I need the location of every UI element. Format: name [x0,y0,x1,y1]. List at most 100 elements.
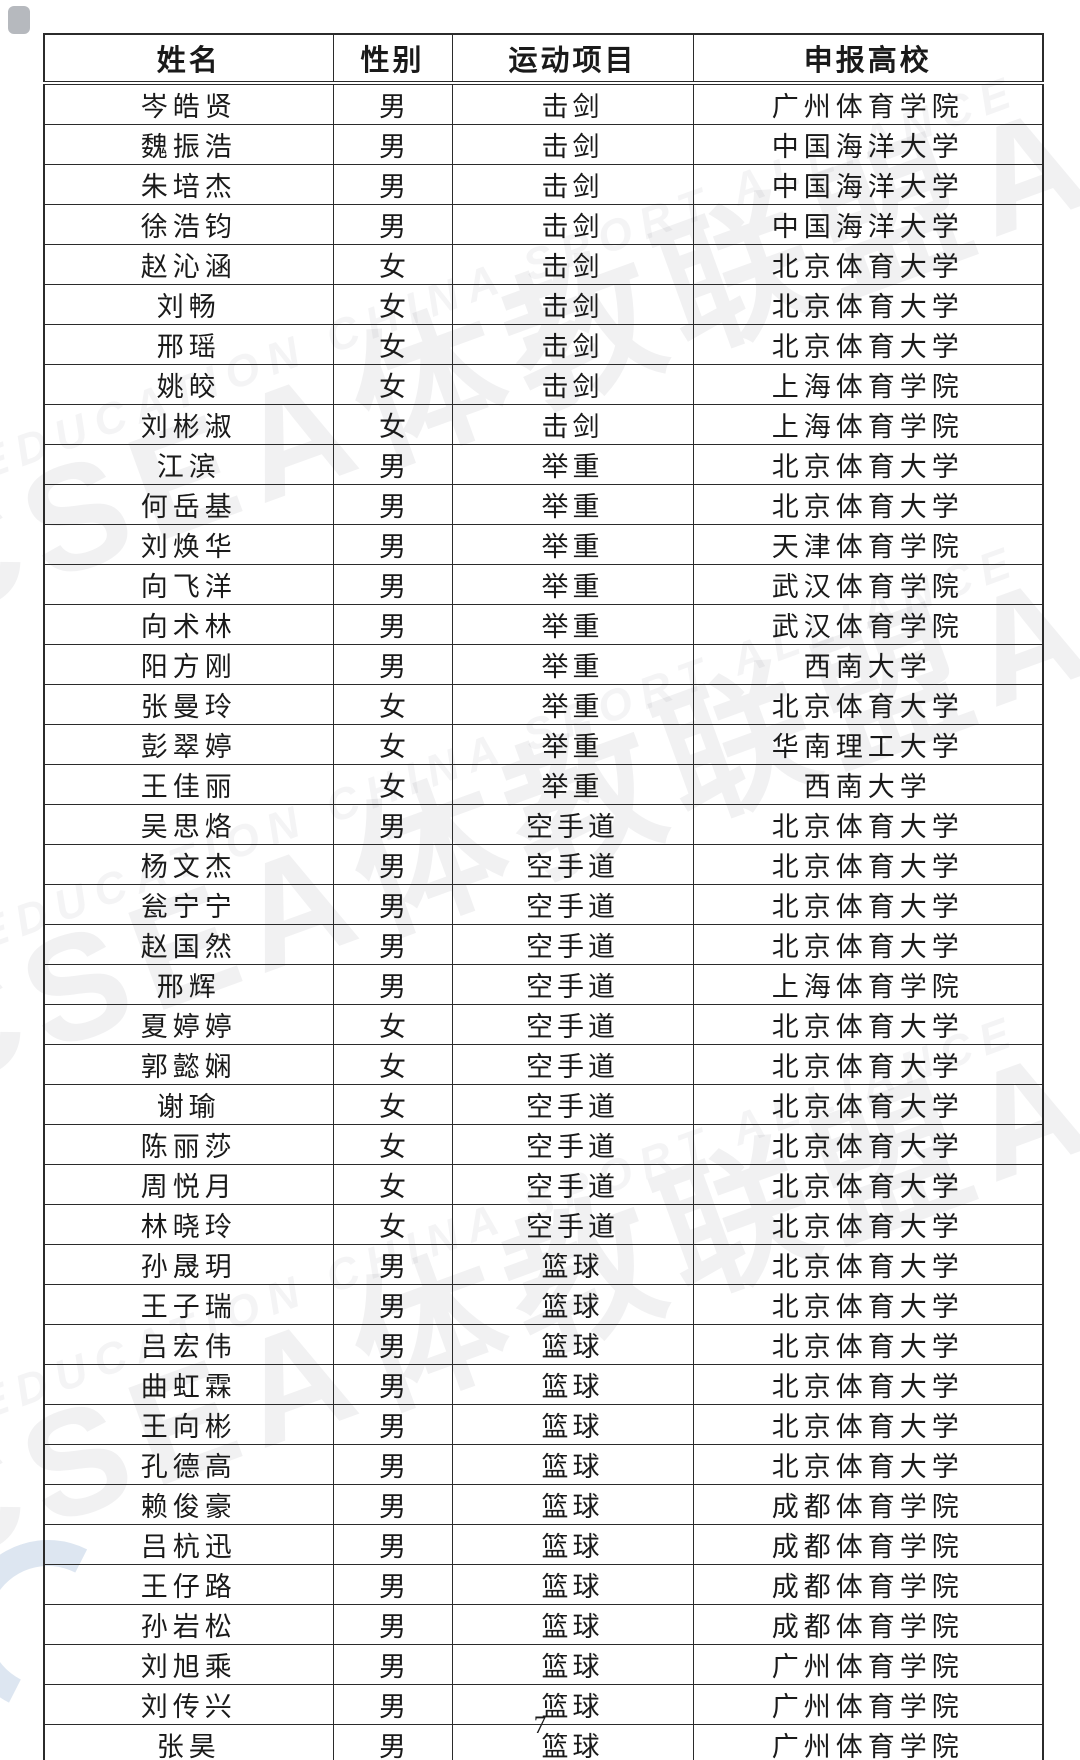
table-row: 阳方刚 男 举重 西南大学 [43,644,1044,685]
cell-sport: 举重 [451,524,694,565]
cell-sport: 篮球 [451,1284,694,1325]
table-row: 张昊 男 篮球 广州体育学院 [43,1724,1044,1760]
cell-name: 刘传兴 [43,1684,334,1725]
cell-school: 北京体育大学 [692,484,1044,525]
cell-sport: 空手道 [451,1004,694,1045]
cell-school: 北京体育大学 [692,1284,1044,1325]
cell-name: 邢辉 [43,964,334,1005]
table-row: 向飞洋 男 举重 武汉体育学院 [43,564,1044,605]
cell-name: 孔德高 [43,1444,334,1485]
cell-school: 北京体育大学 [692,1324,1044,1365]
cell-sport: 击剑 [451,284,694,325]
cell-gender: 男 [332,1524,453,1565]
cell-gender: 男 [332,564,453,605]
cell-school: 武汉体育学院 [692,564,1044,605]
cell-sport: 击剑 [451,204,694,245]
cell-sport: 击剑 [451,82,694,125]
cell-gender: 男 [332,644,453,685]
cell-sport: 举重 [451,444,694,485]
cell-sport: 空手道 [451,1084,694,1125]
cell-name: 向术林 [43,604,334,645]
cell-sport: 篮球 [451,1604,694,1645]
cell-gender: 女 [332,724,453,765]
cell-name: 孙岩松 [43,1604,334,1645]
cell-sport: 篮球 [451,1564,694,1605]
column-header-sport: 运动项目 [451,33,694,85]
cell-sport: 击剑 [451,244,694,285]
table-row: 王仔路 男 篮球 成都体育学院 [43,1564,1044,1605]
table-row: 王子瑞 男 篮球 北京体育大学 [43,1284,1044,1325]
table-row: 孔德高 男 篮球 北京体育大学 [43,1444,1044,1485]
cell-sport: 举重 [451,724,694,765]
cell-school: 广州体育学院 [692,1724,1044,1760]
cell-sport: 空手道 [451,844,694,885]
cell-school: 天津体育学院 [692,524,1044,565]
table-row: 赖俊豪 男 篮球 成都体育学院 [43,1484,1044,1525]
cell-gender: 女 [332,1164,453,1205]
cell-gender: 女 [332,1004,453,1045]
cell-name: 王子瑞 [43,1284,334,1325]
cell-school: 北京体育大学 [692,1204,1044,1245]
cell-school: 北京体育大学 [692,324,1044,365]
cell-school: 北京体育大学 [692,244,1044,285]
cell-gender: 男 [332,204,453,245]
table-row: 何岳基 男 举重 北京体育大学 [43,484,1044,525]
cell-gender: 女 [332,1084,453,1125]
cell-gender: 男 [332,924,453,965]
table-row: 谢瑜 女 空手道 北京体育大学 [43,1084,1044,1125]
cell-sport: 举重 [451,644,694,685]
cell-name: 朱培杰 [43,164,334,205]
cell-name: 赖俊豪 [43,1484,334,1525]
cell-name: 王仔路 [43,1564,334,1605]
cell-sport: 击剑 [451,364,694,405]
cell-name: 魏振浩 [43,124,334,165]
cell-gender: 男 [332,124,453,165]
cell-gender: 女 [332,1124,453,1165]
cell-sport: 篮球 [451,1244,694,1285]
cell-gender: 男 [332,524,453,565]
cell-school: 上海体育学院 [692,364,1044,405]
cell-gender: 男 [332,1724,453,1760]
table-body: 岑皓贤 男 击剑 广州体育学院 魏振浩 男 击剑 中国海洋大学 朱培杰 男 击剑… [43,82,1044,1760]
cell-school: 北京体育大学 [692,1444,1044,1485]
cell-school: 成都体育学院 [692,1564,1044,1605]
cell-school: 北京体育大学 [692,1404,1044,1445]
cell-name: 杨文杰 [43,844,334,885]
table-row: 刘焕华 男 举重 天津体育学院 [43,524,1044,565]
cell-name: 吕宏伟 [43,1324,334,1365]
cell-name: 徐浩钧 [43,204,334,245]
cell-school: 北京体育大学 [692,844,1044,885]
table-row: 刘传兴 男 篮球 广州体育学院 [43,1684,1044,1725]
cell-name: 张曼玲 [43,684,334,725]
table-row: 刘旭乘 男 篮球 广州体育学院 [43,1644,1044,1685]
cell-school: 北京体育大学 [692,1004,1044,1045]
table-row: 邢辉 男 空手道 上海体育学院 [43,964,1044,1005]
cell-sport: 举重 [451,684,694,725]
table-row: 吕杭迅 男 篮球 成都体育学院 [43,1524,1044,1565]
table-row: 杨文杰 男 空手道 北京体育大学 [43,844,1044,885]
cell-school: 成都体育学院 [692,1484,1044,1525]
cell-gender: 男 [332,444,453,485]
cell-sport: 举重 [451,604,694,645]
cell-name: 刘彬淑 [43,404,334,445]
cell-school: 北京体育大学 [692,1084,1044,1125]
cell-school: 中国海洋大学 [692,204,1044,245]
cell-name: 岑皓贤 [43,82,334,125]
cell-sport: 举重 [451,564,694,605]
cell-sport: 篮球 [451,1324,694,1365]
cell-gender: 女 [332,324,453,365]
cell-sport: 篮球 [451,1524,694,1565]
cell-school: 北京体育大学 [692,444,1044,485]
cell-gender: 男 [332,1564,453,1605]
cell-name: 邢瑶 [43,324,334,365]
cell-sport: 空手道 [451,1204,694,1245]
table-row: 张曼玲 女 举重 北京体育大学 [43,684,1044,725]
cell-gender: 男 [332,484,453,525]
cell-sport: 空手道 [451,1164,694,1205]
cell-sport: 空手道 [451,884,694,925]
cell-gender: 男 [332,964,453,1005]
table-row: 曲虹霖 男 篮球 北京体育大学 [43,1364,1044,1405]
cell-gender: 男 [332,82,453,125]
cell-sport: 空手道 [451,924,694,965]
cell-name: 赵国然 [43,924,334,965]
